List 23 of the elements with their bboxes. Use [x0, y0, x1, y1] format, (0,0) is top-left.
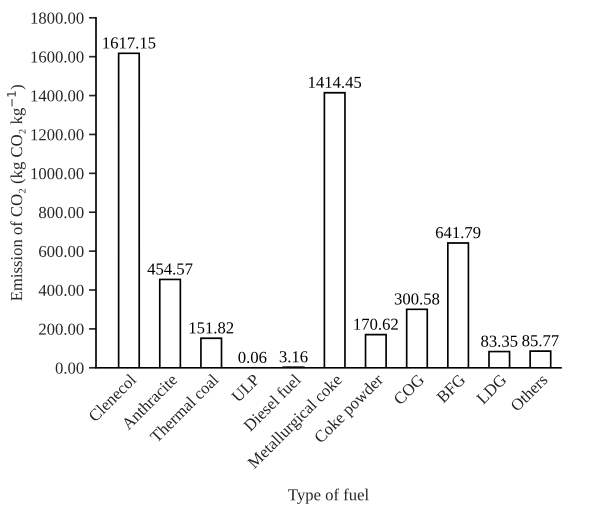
data-label: 85.77	[522, 335, 559, 346]
y-tick-label: 400.00	[38, 284, 84, 296]
y-tick-label: 800.00	[38, 206, 84, 218]
y-tick-label: 1800.00	[31, 12, 84, 24]
data-label: 641.79	[436, 227, 480, 238]
data-label: 3.16	[280, 351, 308, 362]
y-tick-label: 600.00	[39, 246, 84, 258]
data-label: 1617.15	[103, 37, 156, 49]
y-tick-label: 1000.00	[31, 168, 84, 180]
y-tick-label: 1600.00	[31, 51, 84, 63]
data-label: 170.62	[354, 318, 398, 330]
data-label: 454.57	[147, 263, 193, 275]
x-axis-title: Type of fuel	[288, 488, 369, 504]
y-tick-label: 1400.00	[31, 90, 84, 102]
data-label: 0.06	[238, 352, 266, 364]
y-axis-title: Emission of CO₂ (kg CO₂ kg$^{−1}$)	[7, 85, 26, 301]
y-tick-label: 1200.00	[31, 129, 84, 140]
data-label: 83.35	[481, 336, 518, 347]
data-label: 1414.45	[309, 76, 362, 88]
y-tick-label: 200.00	[39, 324, 84, 335]
y-tick-label: 0.00	[56, 362, 84, 374]
data-label: 300.58	[394, 293, 440, 305]
data-label: 151.82	[190, 322, 234, 334]
